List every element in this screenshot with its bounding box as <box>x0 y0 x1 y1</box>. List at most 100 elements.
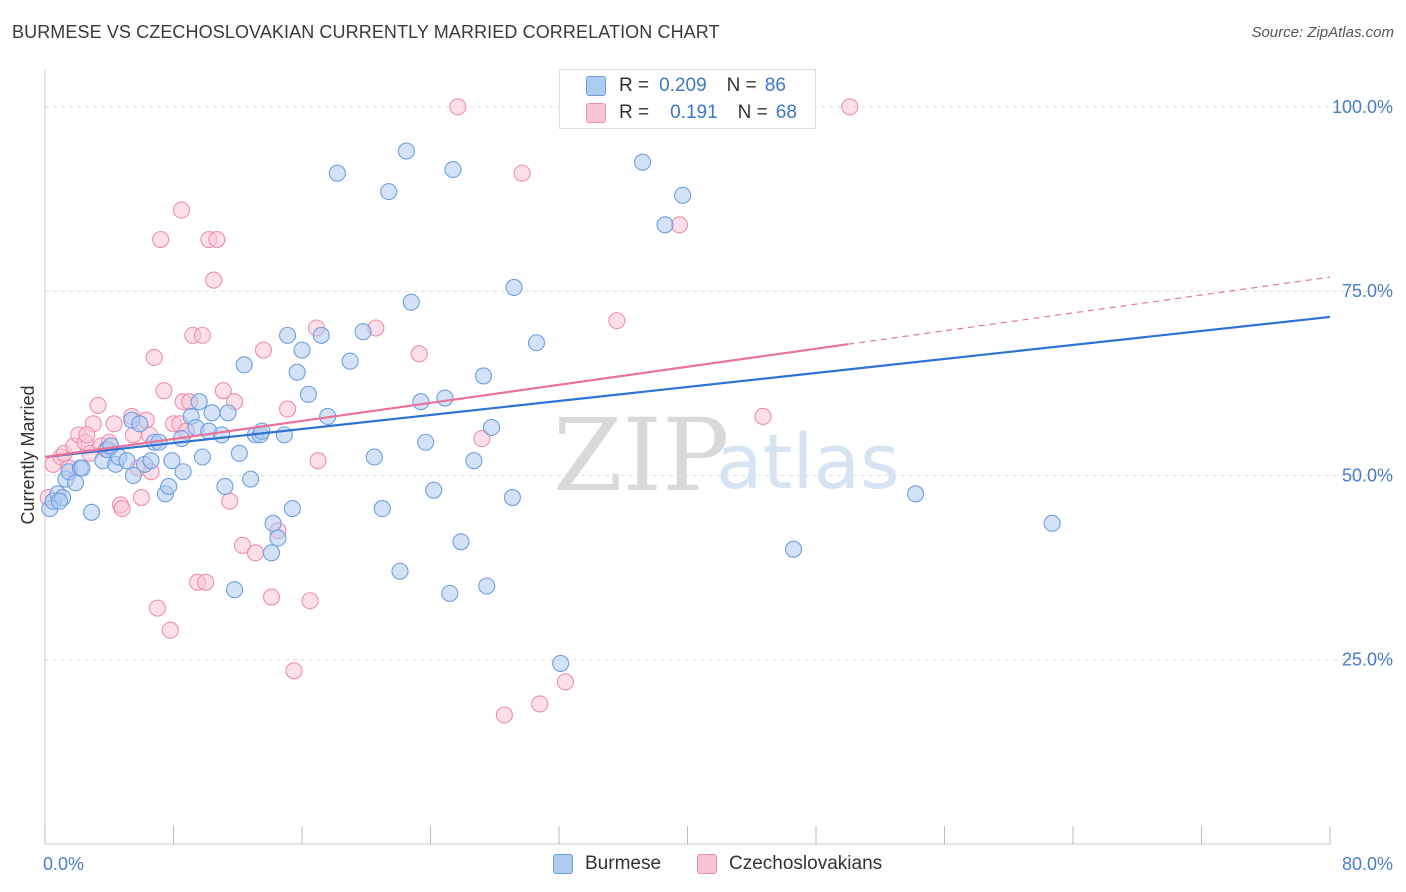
x-tick-label-max: 80.0% <box>1342 854 1393 874</box>
y-tick-label: 50.0% <box>1342 465 1393 485</box>
burmese-point <box>50 492 69 510</box>
czechoslovakian-point <box>670 216 689 234</box>
legend-swatch-burmese <box>586 76 606 96</box>
burmese-point <box>444 160 462 179</box>
legend-swatch-czechoslovakians <box>697 854 717 874</box>
burmese-point <box>142 452 160 470</box>
burmese-point <box>213 426 231 444</box>
burmese-point <box>235 356 253 374</box>
legend-swatch-czechoslovakians <box>586 103 606 123</box>
czechoslovakian-point <box>214 382 232 400</box>
legend-r-value: 0.209 <box>659 75 707 96</box>
czechoslovakian-point <box>197 573 215 591</box>
burmese-point <box>269 529 287 547</box>
burmese-point <box>503 488 521 507</box>
burmese-point <box>328 164 346 182</box>
burmese-point <box>656 216 674 234</box>
burmese-point <box>1043 514 1061 532</box>
burmese-point <box>354 323 372 341</box>
burmese-point <box>474 367 493 385</box>
legend-item-czechoslovakians[interactable]: Czechoslovakians <box>697 853 882 875</box>
legend-n-value: 68 <box>775 102 797 123</box>
burmese-point <box>278 326 297 344</box>
burmese-point <box>907 485 925 503</box>
czechoslovakian-point <box>161 621 179 639</box>
czechoslovakian-point <box>301 592 319 610</box>
czechoslovakian-point <box>155 382 173 400</box>
watermark-atlas: atlas <box>716 417 900 506</box>
czechoslovakian-point <box>193 326 211 344</box>
legend-row-burmese: R = 0.209 N = 86 <box>619 73 786 99</box>
burmese-point <box>373 500 391 518</box>
chart-title: BURMESE VS CZECHOSLOVAKIAN CURRENTLY MAR… <box>12 22 720 42</box>
legend-label-burmese: Burmese <box>585 853 662 874</box>
czechoslovakian-point <box>205 271 223 289</box>
series-legend: Burmese Czechoslovakians <box>0 851 1406 877</box>
czechoslovakian-point <box>145 348 163 367</box>
czechoslovakian-point <box>841 98 859 116</box>
czechoslovakian-point <box>234 536 252 555</box>
czechoslovakian-point <box>132 488 150 507</box>
czechoslovakian-trend-extension <box>848 276 1331 345</box>
legend-row-czechoslovakians: R = 0.191 N = 68 <box>619 100 797 126</box>
burmese-point <box>174 463 192 481</box>
legend-label-czechoslovakians: Czechoslovakians <box>729 853 883 874</box>
czechoslovakian-point <box>278 400 297 418</box>
czechoslovakian-point <box>410 345 428 363</box>
burmese-point <box>505 278 523 297</box>
czechoslovakian-point <box>105 415 123 433</box>
czechoslovakian-point <box>78 426 96 444</box>
burmese-point <box>73 459 91 477</box>
czechoslovakian-point <box>754 407 772 426</box>
burmese-point <box>441 584 459 602</box>
burmese-point <box>312 326 330 344</box>
czechoslovakian-point <box>262 588 281 606</box>
czechoslovakian-point <box>556 673 574 691</box>
burmese-point <box>160 477 178 496</box>
y-axis-title: Currently Married <box>18 385 38 524</box>
czechoslovakian-point <box>89 396 107 414</box>
burmese-point <box>417 433 435 451</box>
burmese-point <box>465 452 483 470</box>
burmese-trend-line <box>44 315 1331 459</box>
czechoslovakian-point <box>473 430 491 448</box>
burmese-point <box>402 293 420 311</box>
burmese-point <box>242 470 260 488</box>
burmese-point <box>633 153 652 171</box>
watermark-zip: ZIP <box>553 397 729 514</box>
burmese-point <box>478 577 496 595</box>
legend-n-value: 86 <box>764 75 786 96</box>
burmese-point <box>283 500 301 518</box>
burmese-point <box>527 334 546 352</box>
x-tick-label-min: 0.0% <box>43 854 84 874</box>
burmese-point <box>397 142 415 160</box>
burmese-point <box>784 540 803 558</box>
czechoslovakian-point <box>148 599 166 617</box>
czechoslovakian-point <box>513 164 531 182</box>
burmese-point <box>293 341 311 359</box>
burmese-point <box>262 544 281 562</box>
burmese-point <box>131 415 149 433</box>
burmese-point <box>264 514 282 532</box>
burmese-point <box>341 352 359 370</box>
czechoslovakian-point <box>285 662 303 680</box>
trend-layer <box>44 276 1331 459</box>
y-tick-label: 75.0% <box>1342 281 1393 301</box>
burmese-point <box>225 581 244 599</box>
legend-swatch-burmese <box>553 854 573 874</box>
legend-n-label: N = <box>726 75 757 96</box>
czechoslovakian-point <box>152 230 170 249</box>
correlation-legend: R = 0.209 N = 86 R = 0.191 N = 68 <box>559 69 816 129</box>
legend-n-label: N = <box>737 102 768 123</box>
burmese-point <box>230 444 248 462</box>
grid-layer <box>45 106 1392 661</box>
burmese-point <box>193 448 211 466</box>
czechoslovakian-point <box>246 544 264 562</box>
legend-item-burmese[interactable]: Burmese <box>553 853 661 875</box>
burmese-point <box>124 466 142 484</box>
burmese-point <box>552 654 570 672</box>
burmese-point <box>436 389 454 407</box>
legend-r-value: 0.191 <box>670 102 718 123</box>
czechoslovakian-point <box>608 312 626 330</box>
